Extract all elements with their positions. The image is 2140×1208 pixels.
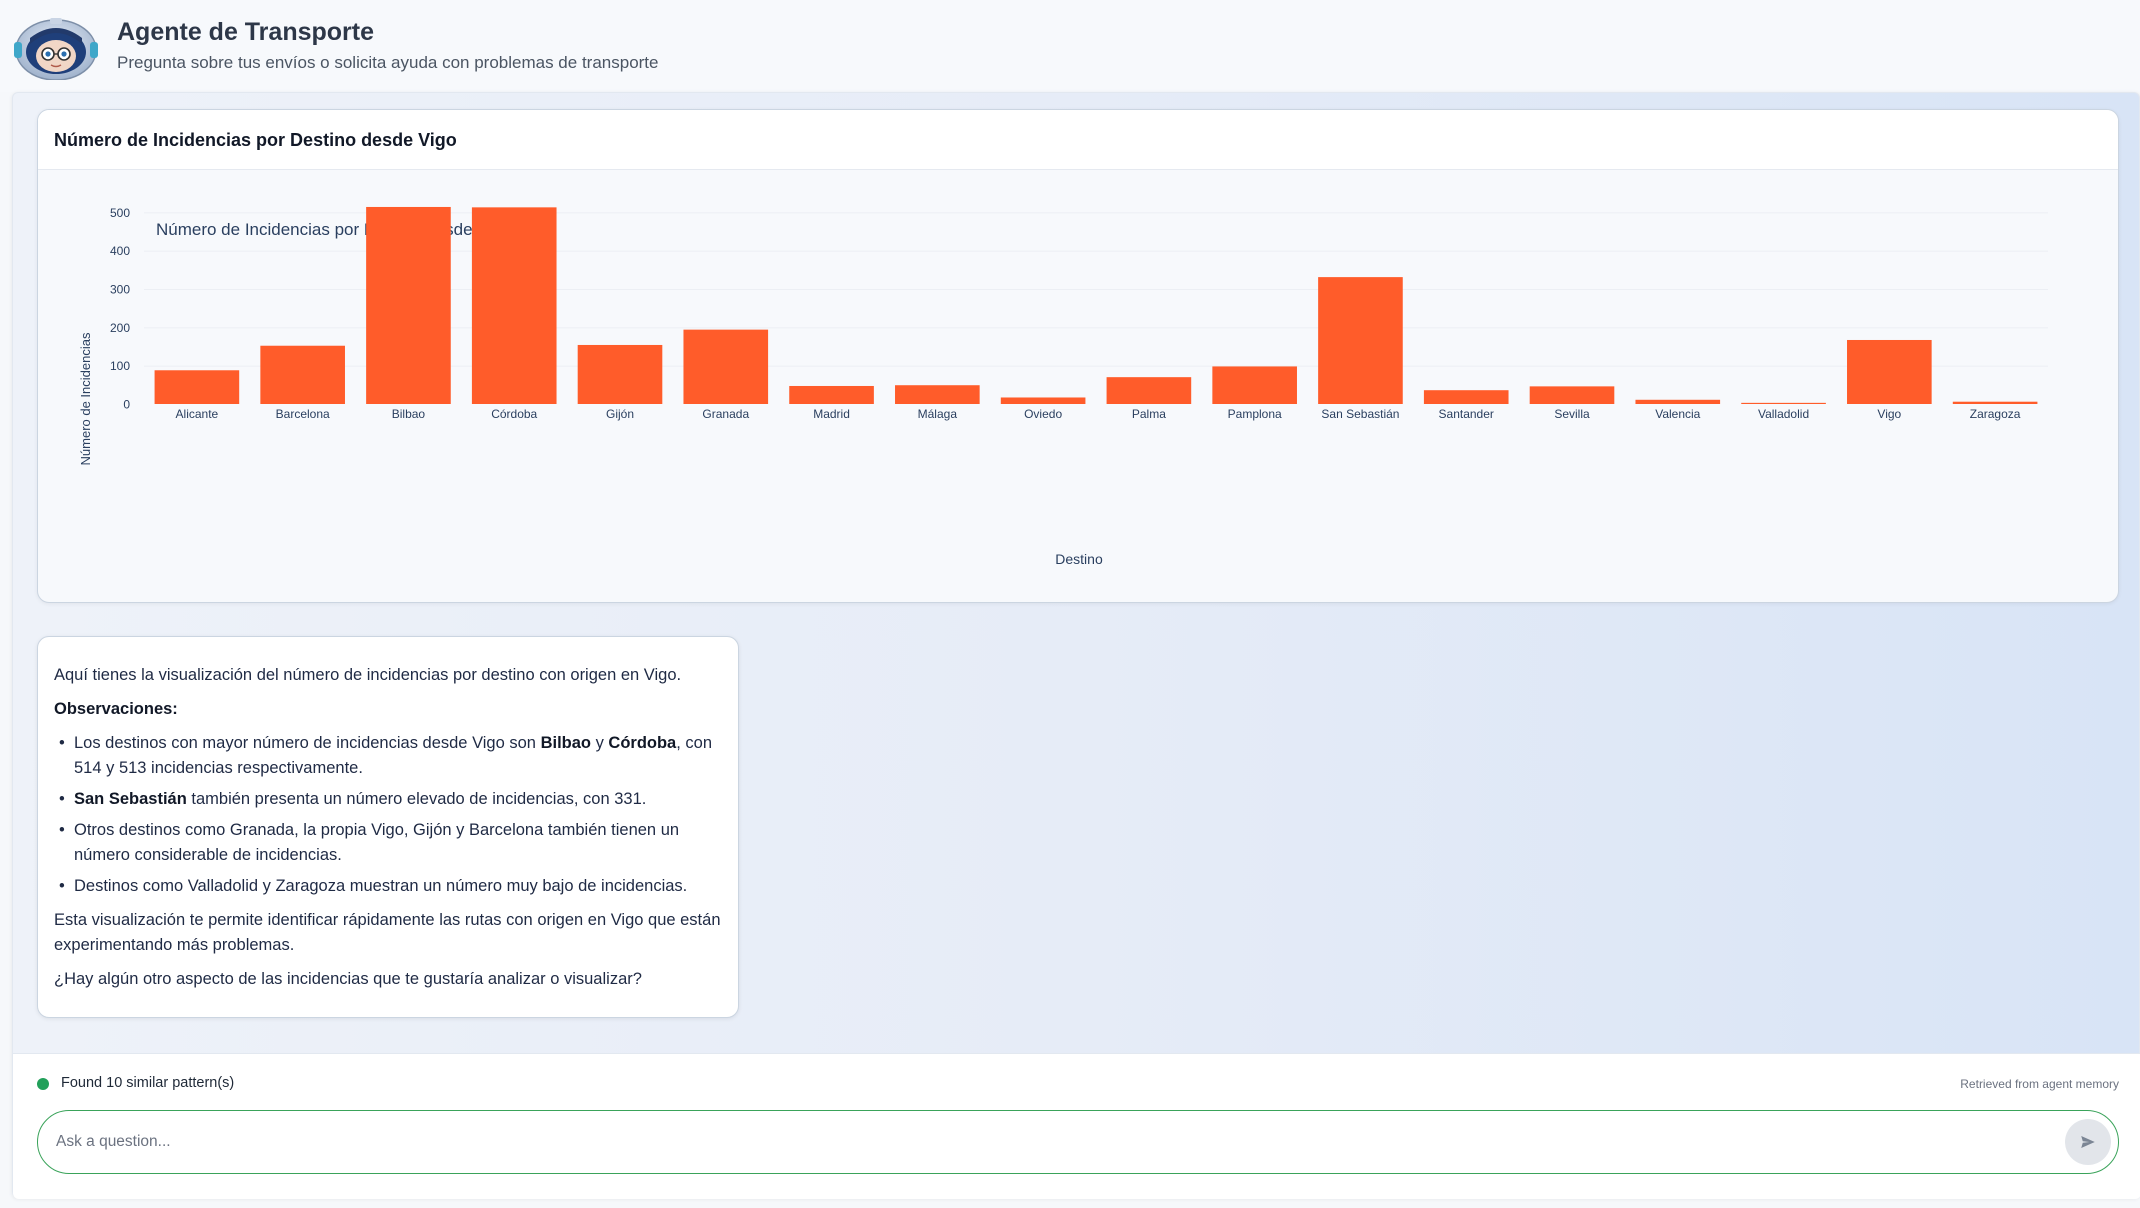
observations-heading: Observaciones: bbox=[54, 700, 178, 718]
bar[interactable] bbox=[1741, 402, 1826, 404]
bar[interactable] bbox=[471, 207, 557, 404]
x-tick-label: Valencia bbox=[1655, 407, 1700, 421]
memory-source-label: Retrieved from agent memory bbox=[1960, 1077, 2119, 1091]
memory-status-text: Found 10 similar pattern(s) bbox=[61, 1075, 235, 1091]
y-axis-title: Número de Incidencias bbox=[78, 332, 93, 465]
x-tick-label: Gijón bbox=[606, 407, 634, 421]
x-tick-label: Bilbao bbox=[392, 407, 426, 421]
x-tick-label: Zaragoza bbox=[1970, 407, 2021, 421]
bar[interactable] bbox=[577, 344, 663, 404]
message-summary: Esta visualización te permite identifica… bbox=[54, 911, 721, 954]
x-tick-label: Valladolid bbox=[1758, 407, 1809, 421]
bar[interactable] bbox=[1847, 339, 1932, 404]
message-question: ¿Hay algún otro aspecto de las incidenci… bbox=[54, 970, 642, 988]
y-tick-label: 200 bbox=[110, 321, 130, 335]
x-tick-label: Madrid bbox=[813, 407, 850, 421]
bar[interactable] bbox=[1529, 386, 1615, 404]
message-intro: Aquí tienes la visualización del número … bbox=[54, 666, 682, 684]
chart-card: Número de Incidencias por Destino desde … bbox=[37, 109, 2119, 603]
x-tick-label: Barcelona bbox=[276, 407, 330, 421]
composer-area: Found 10 similar pattern(s) Retrieved fr… bbox=[13, 1053, 2140, 1199]
app-title: Agente de Transporte bbox=[117, 18, 374, 46]
bar[interactable] bbox=[260, 345, 345, 404]
bar-chart: Número de Incidencias por Destino desde … bbox=[78, 206, 2048, 567]
x-tick-label: Málaga bbox=[918, 407, 958, 421]
bar[interactable] bbox=[1212, 366, 1297, 404]
bar[interactable] bbox=[683, 329, 769, 404]
y-tick-label: 500 bbox=[110, 206, 130, 220]
y-tick-label: 0 bbox=[123, 398, 130, 412]
status-dot bbox=[37, 1078, 49, 1090]
x-tick-label: Granada bbox=[702, 407, 749, 421]
list-item: Otros destinos como Granada, la propia V… bbox=[54, 818, 722, 868]
list-item: Destinos como Valladolid y Zaragoza mues… bbox=[54, 874, 722, 899]
y-tick-label: 400 bbox=[110, 244, 130, 258]
question-input[interactable] bbox=[56, 1129, 2016, 1155]
question-box bbox=[37, 1110, 2119, 1174]
x-tick-label: Córdoba bbox=[491, 407, 537, 421]
x-tick-label: Vigo bbox=[1877, 407, 1901, 421]
x-tick-label: Pamplona bbox=[1228, 407, 1282, 421]
bar[interactable] bbox=[789, 385, 874, 404]
x-tick-label: Alicante bbox=[176, 407, 219, 421]
app-header: Agente de Transporte Pregunta sobre tus … bbox=[0, 0, 2140, 92]
chart-title: Número de Incidencias por Destino desde … bbox=[156, 220, 511, 239]
x-tick-label: Santander bbox=[1439, 407, 1494, 421]
y-tick-label: 100 bbox=[110, 359, 130, 373]
chat-panel: Número de Incidencias por Destino desde … bbox=[12, 92, 2140, 1199]
robot-avatar-icon bbox=[14, 18, 98, 80]
list-item: Los destinos con mayor número de inciden… bbox=[54, 731, 722, 781]
bar[interactable] bbox=[895, 385, 980, 404]
bar[interactable] bbox=[1318, 277, 1403, 404]
observations-list: Los destinos con mayor número de inciden… bbox=[54, 731, 722, 899]
list-item: San Sebastián también presenta un número… bbox=[54, 787, 722, 812]
bar[interactable] bbox=[1106, 377, 1192, 404]
bar[interactable] bbox=[366, 206, 451, 404]
send-icon bbox=[2081, 1136, 2095, 1148]
x-tick-label: Oviedo bbox=[1024, 407, 1062, 421]
x-tick-label: Palma bbox=[1132, 407, 1166, 421]
assistant-message: Aquí tienes la visualización del número … bbox=[37, 636, 739, 1018]
chart-card-header: Número de Incidencias por Destino desde … bbox=[38, 110, 2118, 170]
bar[interactable] bbox=[1952, 401, 2038, 404]
bar[interactable] bbox=[154, 370, 240, 404]
bar[interactable] bbox=[1423, 390, 1509, 404]
bar[interactable] bbox=[1635, 399, 1721, 404]
x-tick-label: San Sebastián bbox=[1321, 407, 1399, 421]
y-tick-label: 300 bbox=[110, 283, 130, 297]
x-axis-title: Destino bbox=[1055, 551, 1103, 567]
chart-card-title: Número de Incidencias por Destino desde … bbox=[54, 130, 457, 150]
send-button[interactable] bbox=[2065, 1119, 2111, 1165]
bar[interactable] bbox=[1000, 397, 1086, 404]
app-subtitle: Pregunta sobre tus envíos o solicita ayu… bbox=[117, 53, 659, 72]
x-tick-label: Sevilla bbox=[1554, 407, 1590, 421]
